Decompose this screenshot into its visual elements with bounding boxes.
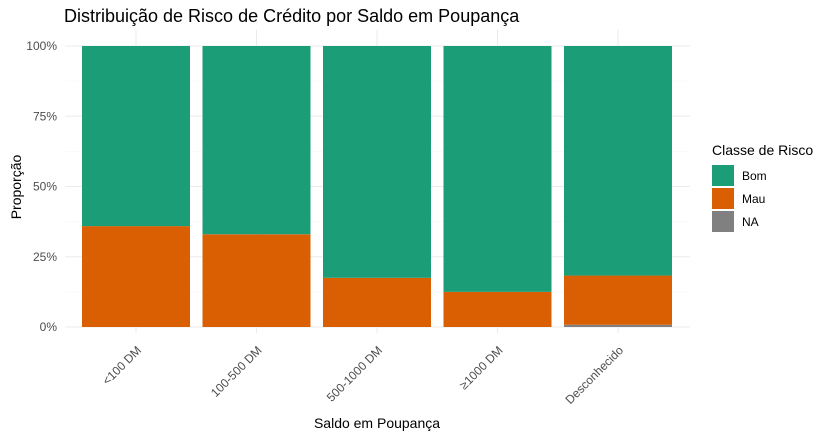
y-tick-label: 50% — [33, 180, 57, 194]
bar-mau-4 — [443, 291, 552, 327]
x-tick-label: ≥1000 DM — [457, 343, 506, 392]
y-tick-label: 100% — [26, 39, 57, 53]
legend-label-mau: Mau — [742, 192, 765, 206]
legend-title: Classe de Risco — [712, 142, 813, 158]
x-tick-label: Desconhecido — [562, 343, 626, 407]
y-axis-ticks: 0% 25% 50% 75% 100% — [26, 39, 57, 334]
bars — [82, 46, 672, 327]
y-axis-title: Proporção — [8, 154, 24, 219]
bar-na-5 — [564, 324, 672, 327]
y-tick-label: 75% — [33, 109, 57, 123]
bar-mau-1 — [82, 226, 190, 327]
bar-bom-2 — [202, 46, 311, 235]
y-tick-label: 25% — [33, 250, 57, 264]
bar-mau-3 — [323, 277, 431, 327]
bar-bom-4 — [443, 46, 552, 292]
legend-swatch-mau — [712, 188, 734, 209]
legend: Classe de Risco Bom Mau NA — [712, 142, 813, 232]
legend-label-bom: Bom — [742, 169, 767, 183]
bar-bom-3 — [323, 46, 431, 278]
legend-swatch-na — [712, 211, 734, 232]
x-axis-ticks: <100 DM 100-500 DM 500-1000 DM ≥1000 DM Desc… — [100, 343, 627, 407]
legend-label-na: NA — [742, 215, 759, 229]
bar-mau-5 — [564, 275, 672, 325]
bar-bom-1 — [82, 46, 190, 227]
x-tick-label: 100-500 DM — [208, 343, 265, 400]
x-axis-title: Saldo em Poupança — [314, 415, 440, 431]
bar-bom-5 — [564, 46, 672, 276]
x-tick-label: <100 DM — [100, 343, 145, 388]
bar-mau-2 — [202, 234, 311, 327]
x-tick-label: 500-1000 DM — [324, 343, 385, 404]
legend-swatch-bom — [712, 165, 734, 186]
y-tick-label: 0% — [40, 320, 58, 334]
chart-title: Distribuição de Risco de Crédito por Sal… — [64, 6, 520, 26]
